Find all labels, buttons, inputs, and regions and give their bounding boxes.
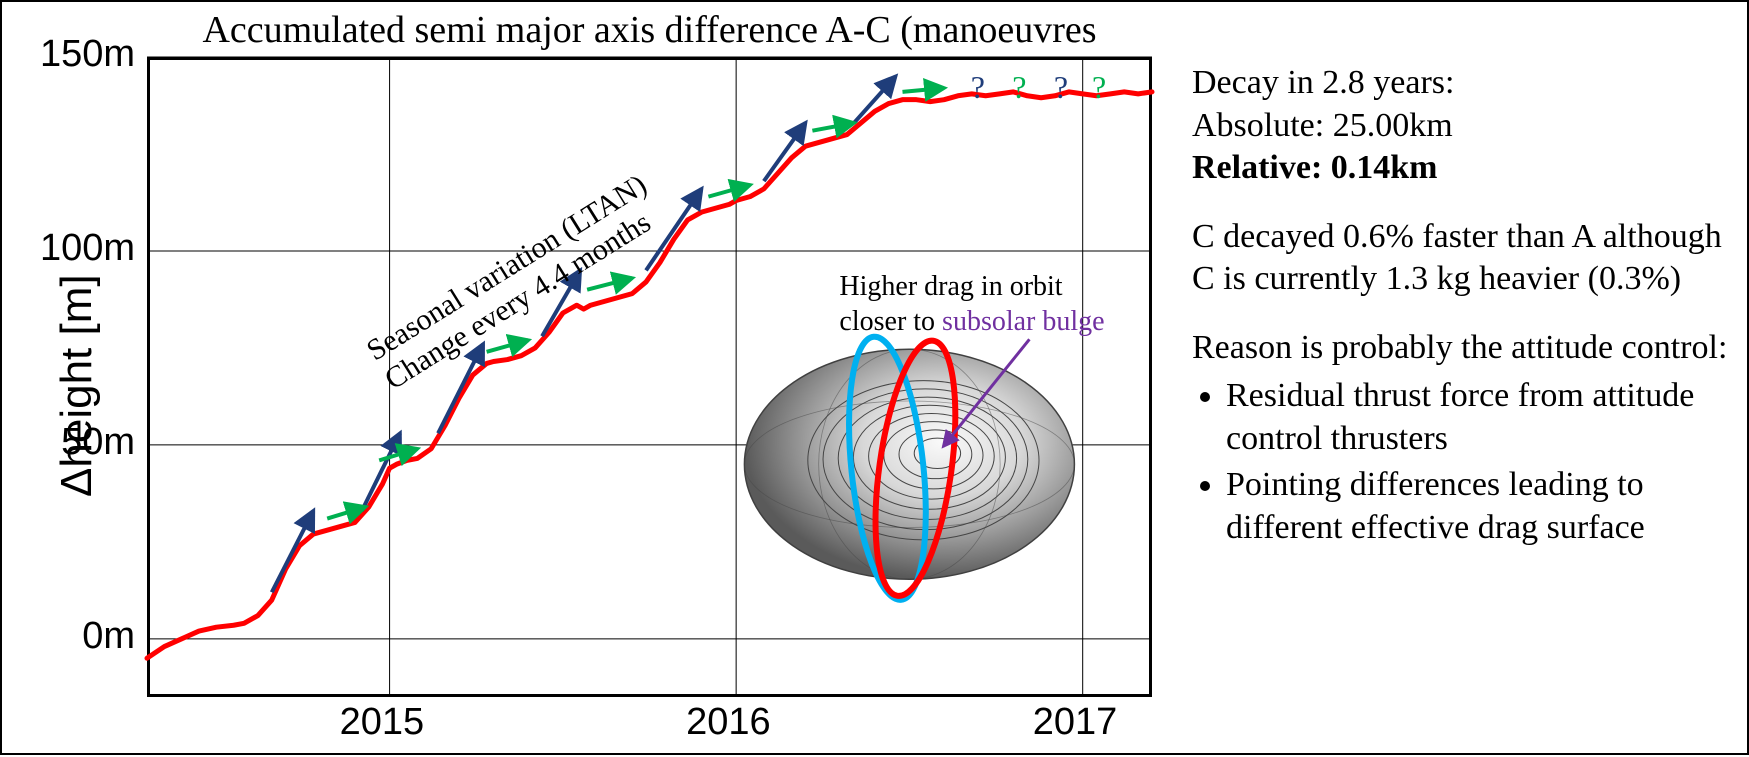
question-mark: ?: [971, 69, 985, 106]
x-tick: 2015: [340, 701, 425, 744]
decay-compare: C decayed 0.6% faster than A although C …: [1192, 216, 1737, 301]
y-tick: 100m: [40, 227, 135, 270]
question-mark: ?: [1012, 69, 1026, 106]
x-tick: 2016: [686, 701, 771, 744]
reason-item-1: Residual thrust force from attitude cont…: [1226, 375, 1737, 460]
y-tick: 50m: [61, 421, 135, 464]
reason-list: Residual thrust force from attitude cont…: [1192, 375, 1737, 549]
decay-relative: Relative: 0.14km: [1192, 149, 1438, 186]
figure-root: Accumulated semi major axis difference A…: [0, 0, 1749, 755]
question-mark: ?: [1092, 69, 1106, 106]
reason-intro: Reason is probably the attitude control:: [1192, 327, 1737, 370]
decay-absolute: Absolute: 25.00km: [1192, 107, 1453, 144]
y-tick: 0m: [82, 615, 135, 658]
reason-item-2: Pointing differences leading to differen…: [1226, 464, 1737, 549]
side-annotations: Decay in 2.8 years: Absolute: 25.00km Re…: [1192, 62, 1737, 553]
x-tick: 2017: [1033, 701, 1118, 744]
y-tick: 150m: [40, 33, 135, 76]
inset-caption: Higher drag in orbitcloser to subsolar b…: [839, 269, 1104, 339]
decay-line-1: Decay in 2.8 years:: [1192, 64, 1454, 101]
question-mark: ?: [1054, 69, 1068, 106]
decay-summary: Decay in 2.8 years: Absolute: 25.00km Re…: [1192, 62, 1737, 190]
